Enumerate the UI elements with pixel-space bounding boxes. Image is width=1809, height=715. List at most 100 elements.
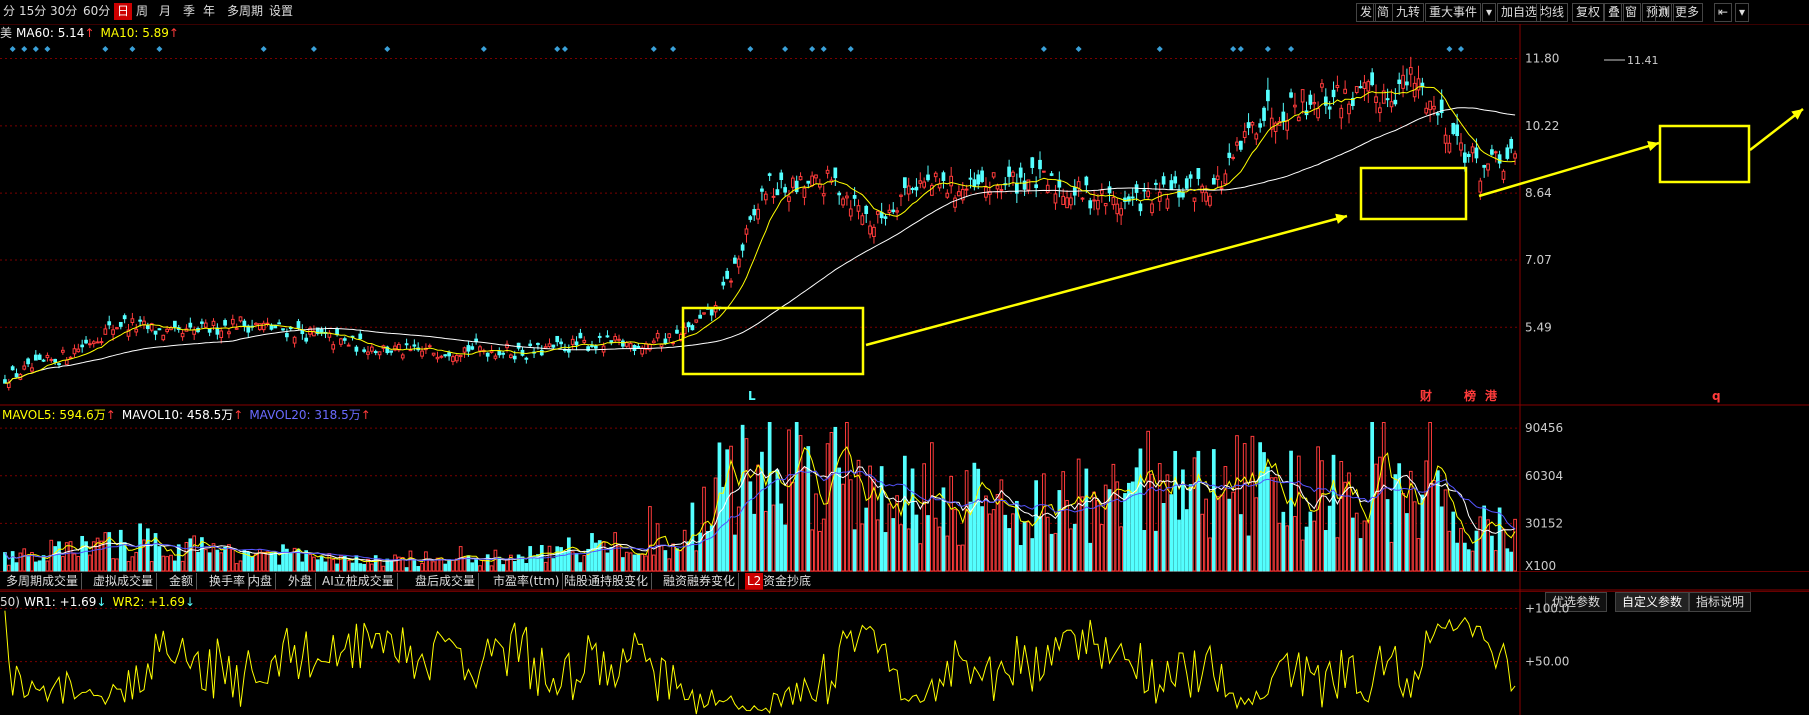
- mavol20-legend: MAVOL20: 318.5万: [249, 408, 361, 422]
- volume-bar: [53, 546, 57, 572]
- volume-bar: [740, 424, 745, 572]
- candle-body: [265, 322, 270, 325]
- volume-bar: [617, 545, 621, 572]
- toolbar-right-0-button[interactable]: 发: [1356, 3, 1377, 22]
- indicator-tab-8[interactable]: 市盈率(ttm): [490, 573, 564, 590]
- indicator-tab-2[interactable]: 金额: [166, 573, 198, 590]
- exit-icon[interactable]: ⇤: [1714, 3, 1733, 22]
- lock-icon[interactable]: ⊓: [1655, 3, 1673, 22]
- volume-bar: [1181, 469, 1185, 572]
- wr-line: [4, 610, 1516, 715]
- candle-body: [53, 358, 57, 363]
- candle-body: [821, 193, 826, 197]
- toolbar-right-1-button[interactable]: 简: [1373, 3, 1394, 22]
- period-2-button[interactable]: 30分: [50, 4, 78, 18]
- indicator-tab-1[interactable]: 虚拟成交量: [90, 573, 158, 590]
- marker-bang: 榜: [1464, 388, 1476, 403]
- candle-body: [33, 354, 38, 361]
- period-3-button[interactable]: 60分: [83, 4, 111, 18]
- period-4-button[interactable]: 日: [114, 3, 133, 20]
- indicator-tab-9[interactable]: 陆股通持股变化: [561, 573, 653, 590]
- volume-bar: [1439, 506, 1444, 572]
- volume-bar: [1196, 450, 1201, 572]
- candle-body: [790, 177, 795, 188]
- volume-bar: [636, 553, 641, 572]
- arrow-head-icon: [1791, 109, 1803, 120]
- period-9-button[interactable]: 多周期: [227, 4, 264, 18]
- candle-body: [617, 338, 621, 341]
- volume-bar: [694, 550, 699, 572]
- indicator-tab-3[interactable]: 换手率: [206, 573, 250, 590]
- dropdown-caret-icon[interactable]: ▾: [1482, 3, 1497, 22]
- candle-body: [1493, 151, 1498, 154]
- wr-option-1-button[interactable]: 自定义参数: [1615, 592, 1690, 612]
- volume-bar: [609, 546, 614, 572]
- period-10-button[interactable]: 设置: [269, 4, 294, 18]
- candle-body: [586, 346, 590, 351]
- candle-body: [918, 180, 923, 184]
- period-toolbar: 分 15分 30分 60分日周月季年多周期 设置 发简九转 重大事件 加自选 均线 复权叠窗预测…: [0, 0, 1809, 25]
- period-1-button[interactable]: 15分: [19, 4, 47, 18]
- volume-bar: [400, 557, 405, 572]
- volume-bar: [1107, 489, 1112, 572]
- wr-option-2-button[interactable]: 指标说明: [1689, 592, 1752, 612]
- candle-body: [763, 193, 768, 201]
- candle-body: [698, 314, 702, 319]
- toolbar-right-10-button[interactable]: 更多: [1671, 3, 1704, 22]
- candle-body: [814, 174, 818, 179]
- highlight-box: [681, 306, 865, 376]
- volume-bar: [412, 559, 417, 572]
- indicator-tab-6[interactable]: AI立桩成交量: [319, 573, 398, 590]
- period-0-button[interactable]: 分: [3, 4, 16, 18]
- candle-body: [613, 336, 618, 341]
- toolbar-right-4-button[interactable]: 加自选: [1497, 3, 1542, 22]
- candle-body: [1238, 140, 1243, 150]
- volume-bar: [798, 435, 803, 572]
- candle-body: [474, 338, 478, 343]
- period-8-button[interactable]: 年: [203, 4, 216, 18]
- candle-body: [478, 346, 482, 352]
- volume-bar: [1038, 516, 1042, 572]
- event-diamond-icon: [554, 46, 561, 52]
- toolbar-right-5-button[interactable]: 均线: [1536, 3, 1569, 22]
- toolbar-right-7-button[interactable]: 叠: [1604, 3, 1625, 22]
- candle-body: [1381, 90, 1386, 104]
- candle-body: [3, 379, 7, 384]
- candle-body: [234, 327, 239, 330]
- wr-option-0-button[interactable]: 优选参数: [1545, 592, 1608, 612]
- volume-bar: [242, 549, 247, 572]
- indicator-tab-0[interactable]: 多周期成交量: [3, 573, 83, 590]
- toolbar-right-2-button[interactable]: 九转: [1392, 3, 1425, 22]
- volume-bar: [1173, 450, 1178, 572]
- candle-body: [1192, 197, 1197, 202]
- volume-bar: [999, 479, 1004, 572]
- candle-body: [1362, 82, 1367, 90]
- candle-body: [845, 195, 849, 199]
- candle-body: [358, 333, 363, 340]
- indicator-tab-11[interactable]: 资金抄底: [763, 574, 812, 588]
- volume-bar: [1397, 463, 1402, 572]
- volume-bar: [833, 426, 838, 572]
- candle-body: [559, 341, 563, 345]
- volume-bar: [180, 560, 185, 572]
- volume-bar: [779, 503, 784, 572]
- candle-body: [377, 351, 382, 356]
- toolbar-right-6-button[interactable]: 复权: [1572, 3, 1605, 22]
- toolbar-right-8-button[interactable]: 窗: [1621, 3, 1642, 22]
- volume-bar: [1351, 517, 1355, 572]
- volume-bar: [296, 548, 301, 572]
- volume-bar: [1374, 463, 1378, 572]
- indicator-tab-7[interactable]: 盘后成交量: [412, 573, 480, 590]
- period-7-button[interactable]: 季: [183, 4, 196, 18]
- toolbar-right-3-button[interactable]: 重大事件: [1425, 3, 1482, 22]
- collapse-caret-icon[interactable]: ▾: [1735, 3, 1750, 22]
- period-5-button[interactable]: 周: [136, 4, 149, 18]
- indicator-tab-10[interactable]: 融资融券变化: [660, 573, 740, 590]
- volume-bar: [14, 562, 19, 572]
- volume-bar: [651, 554, 656, 572]
- period-6-button[interactable]: 月: [159, 4, 172, 18]
- volume-bar: [790, 481, 795, 572]
- indicator-tab-5[interactable]: 外盘: [285, 573, 317, 590]
- indicator-tab-4[interactable]: 内盘: [245, 573, 277, 590]
